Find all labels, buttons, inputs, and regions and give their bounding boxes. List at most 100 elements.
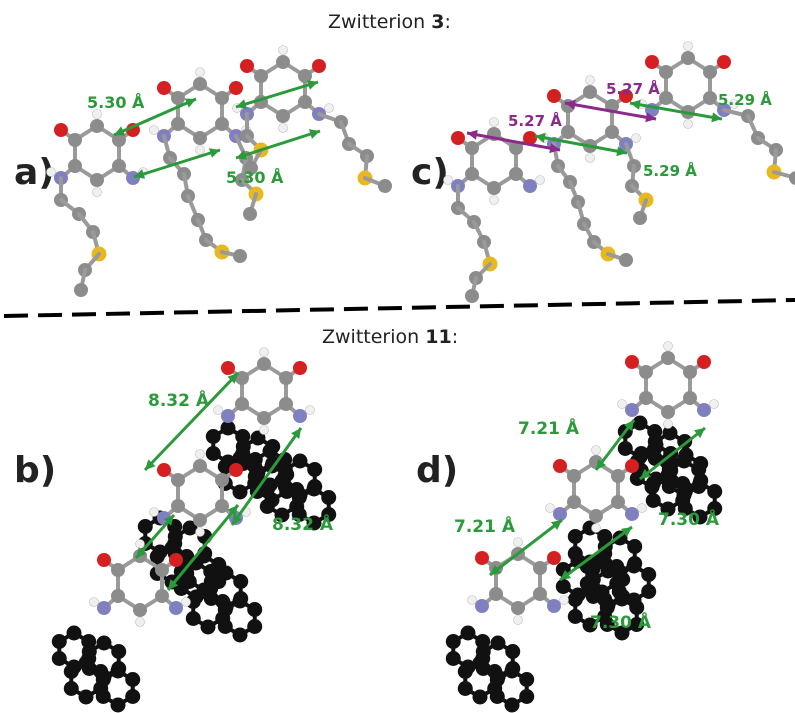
atom-K bbox=[611, 584, 627, 599]
atom-C bbox=[465, 141, 479, 155]
atom-K bbox=[321, 507, 337, 522]
top-title: Zwitterion 3: bbox=[328, 11, 451, 33]
atom-O bbox=[619, 89, 633, 103]
atom-C bbox=[298, 69, 312, 83]
atom-K bbox=[111, 644, 127, 659]
atom-K bbox=[217, 619, 233, 634]
atom-K bbox=[232, 627, 248, 643]
atom-K bbox=[594, 584, 610, 600]
atom-C bbox=[703, 91, 717, 105]
atom-C bbox=[193, 459, 207, 473]
atom-O bbox=[547, 89, 561, 103]
atom-K bbox=[641, 584, 657, 599]
atom-C bbox=[257, 357, 271, 371]
atom-C bbox=[611, 495, 625, 509]
panel-label-b: b) bbox=[14, 450, 57, 491]
atom-N bbox=[553, 507, 567, 521]
atom-C bbox=[171, 473, 185, 487]
atom-C bbox=[489, 587, 503, 601]
distance-label-c-4: 5.29 Å bbox=[718, 90, 772, 109]
atom-K bbox=[274, 507, 290, 523]
arrow-head bbox=[291, 428, 301, 440]
atom-K bbox=[617, 441, 633, 456]
atom-O bbox=[157, 463, 171, 477]
distance-arrow bbox=[235, 129, 321, 160]
atom-C bbox=[509, 167, 523, 181]
atom-C bbox=[533, 587, 547, 601]
atom-H bbox=[559, 595, 569, 605]
atom-C bbox=[639, 365, 653, 379]
atom-C bbox=[215, 499, 229, 513]
atom-K bbox=[279, 467, 295, 482]
atom-H bbox=[709, 399, 719, 409]
arrow-head bbox=[630, 99, 641, 110]
atom-H bbox=[489, 117, 499, 127]
atom-C bbox=[465, 167, 479, 181]
atom-K bbox=[211, 574, 227, 589]
atom-C bbox=[703, 65, 717, 79]
atom-H bbox=[135, 539, 145, 549]
atom-C bbox=[155, 563, 169, 577]
atom-H bbox=[545, 503, 555, 513]
distance-arrow bbox=[143, 371, 240, 472]
atom-C bbox=[244, 161, 258, 175]
atom-K bbox=[567, 609, 583, 624]
atom-K bbox=[247, 602, 263, 617]
atom-K bbox=[66, 625, 82, 641]
distance-label-a-2: 5.30 Å bbox=[226, 168, 284, 187]
arrow-head bbox=[145, 459, 156, 470]
atom-K bbox=[445, 634, 461, 649]
arrow-head bbox=[616, 146, 627, 157]
atom-K bbox=[641, 567, 657, 582]
arrow-head bbox=[645, 112, 656, 123]
atom-K bbox=[78, 655, 94, 671]
atom-N bbox=[169, 601, 183, 615]
atom-K bbox=[644, 445, 660, 461]
atom-H bbox=[195, 527, 205, 537]
atom-H bbox=[195, 67, 205, 77]
atom-N bbox=[625, 403, 639, 417]
atom-K bbox=[707, 484, 723, 499]
atom-K bbox=[265, 439, 281, 454]
atom-K bbox=[205, 429, 221, 444]
atom-K bbox=[504, 663, 520, 679]
atom-K bbox=[632, 415, 648, 431]
atom-C bbox=[215, 117, 229, 131]
atom-C bbox=[378, 179, 392, 193]
distance-arrow bbox=[639, 426, 706, 481]
atom-K bbox=[504, 697, 520, 713]
atom-K bbox=[279, 484, 295, 499]
atom-K bbox=[647, 434, 663, 449]
atom-C bbox=[193, 513, 207, 527]
arrow-head bbox=[232, 513, 242, 525]
atom-K bbox=[95, 672, 111, 687]
atom-C bbox=[639, 391, 653, 405]
atom-O bbox=[717, 55, 731, 69]
atom-K bbox=[691, 462, 707, 477]
top-title-suffix: : bbox=[444, 11, 451, 33]
atom-O bbox=[54, 123, 68, 137]
distance-arrow bbox=[534, 134, 628, 155]
distance-label-d-3: 7.30 Å bbox=[658, 507, 720, 530]
atom-O bbox=[475, 551, 489, 565]
atom-K bbox=[676, 453, 692, 469]
atom-K bbox=[692, 509, 708, 525]
atom-C bbox=[683, 391, 697, 405]
atom-K bbox=[63, 664, 79, 679]
atom-K bbox=[599, 600, 615, 615]
atom-C bbox=[68, 159, 82, 173]
atom-C bbox=[193, 131, 207, 145]
atom-K bbox=[661, 479, 677, 494]
atom-H bbox=[149, 125, 159, 135]
atom-C bbox=[533, 561, 547, 575]
atom-K bbox=[457, 664, 473, 679]
panel-label-c: c) bbox=[411, 152, 449, 193]
atom-C bbox=[215, 91, 229, 105]
atom-H bbox=[637, 503, 647, 513]
arrow-head bbox=[640, 468, 651, 479]
distance-arrow bbox=[113, 97, 197, 137]
arrow-head bbox=[596, 459, 607, 470]
atom-K bbox=[599, 617, 615, 632]
arrow-head bbox=[168, 579, 179, 590]
atom-K bbox=[232, 450, 248, 466]
